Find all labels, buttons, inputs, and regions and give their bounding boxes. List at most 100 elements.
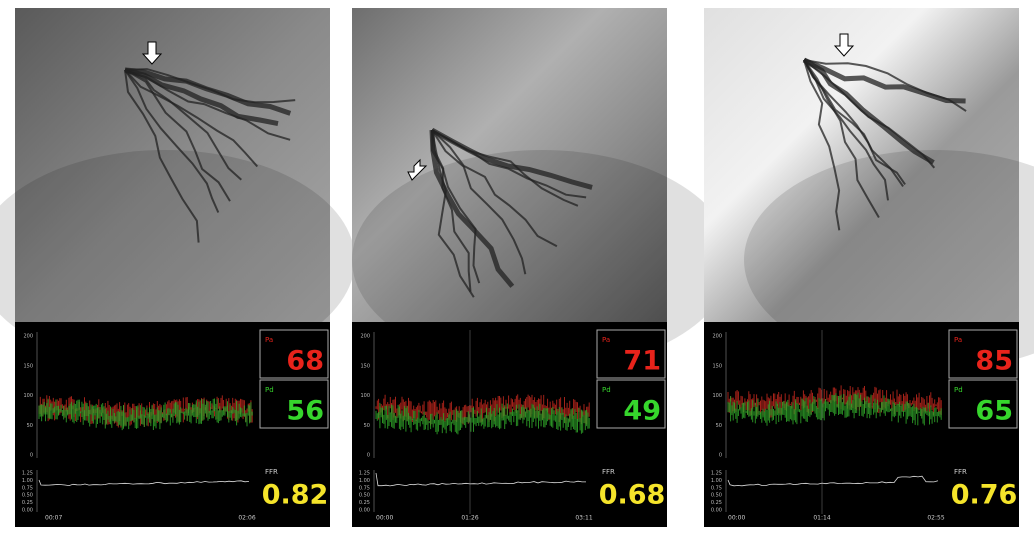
ffr-label: FFR	[954, 468, 967, 476]
vessel	[124, 68, 296, 104]
ffr-tick-label: 1.00	[359, 478, 370, 484]
monitor	[704, 322, 1019, 527]
vessel	[803, 59, 841, 231]
y-tick-label: 0	[30, 453, 33, 459]
ffr-tick-label: 0.50	[22, 493, 33, 499]
y-tick-label: 200	[23, 334, 33, 340]
pd-box	[259, 379, 329, 429]
panel: 200150100500Pa71Pd49FFR0.681.251.000.750…	[352, 8, 732, 527]
pa-label: Pa	[265, 336, 273, 344]
pd-value: 56	[286, 396, 324, 427]
ffr-tick-label: 1.00	[22, 478, 33, 484]
pa-box	[948, 329, 1018, 379]
ffr-trace	[375, 472, 586, 487]
vessel	[431, 129, 558, 248]
time-label: 01:14	[813, 515, 830, 522]
pd-label: Pd	[954, 386, 963, 394]
ffr-value: 0.82	[262, 480, 329, 511]
vessel	[803, 57, 966, 104]
pa-value: 71	[623, 346, 661, 377]
pa-value: 68	[286, 346, 324, 377]
monitor	[15, 322, 330, 527]
ffr-tick-label: 1.25	[711, 471, 722, 477]
ffr-tick-label: 1.25	[359, 471, 370, 477]
vessel	[431, 129, 472, 292]
vessel	[431, 129, 527, 275]
y-tick-label: 0	[367, 453, 370, 459]
pressure-trace	[375, 402, 590, 435]
ffr-tick-label: 0.00	[359, 508, 370, 514]
time-label: 02:06	[238, 515, 255, 522]
ffr-trace	[38, 479, 250, 487]
y-tick-label: 150	[712, 363, 722, 369]
ffr-value: 0.68	[599, 480, 666, 511]
angiogram	[15, 8, 330, 322]
ffr-tick-label: 0.25	[22, 500, 33, 506]
panel: 200 150 100 50 0 Pa 68 Pd 56 FFR 0.82 1.251.000.75 0…	[0, 8, 355, 527]
ffr-tick-label: 0.75	[711, 485, 722, 491]
pa-box	[259, 329, 329, 379]
pd-box	[948, 379, 1018, 429]
heart-shadow	[744, 150, 1034, 370]
ffr-tick-label: 0.50	[711, 493, 722, 499]
vessel	[429, 129, 515, 288]
pd-value: 49	[623, 396, 661, 427]
ffr-tick-label: 0.50	[359, 493, 370, 499]
vessel	[803, 59, 906, 185]
y-tick-label: 150	[360, 363, 370, 369]
vessel	[430, 129, 481, 284]
pa-value: 85	[975, 346, 1013, 377]
ffr-tick-label: 0.00	[711, 508, 722, 514]
ffr-tick-label: 1.25	[22, 471, 33, 477]
vessel	[803, 59, 936, 169]
angiogram	[704, 8, 1019, 322]
time-label: 02:55	[927, 515, 944, 522]
pd-box	[596, 379, 666, 429]
ffr-tick-label: 0.25	[711, 500, 722, 506]
monitor	[352, 322, 667, 527]
pressure-trace	[727, 392, 942, 426]
time-label: 00:00	[376, 515, 393, 522]
vessel	[124, 69, 259, 168]
pa-label: Pa	[602, 336, 610, 344]
pressure-trace	[38, 398, 253, 431]
y-tick-label: 100	[23, 393, 33, 399]
y-tick-label: 50	[364, 423, 370, 429]
ffr-label: FFR	[602, 468, 615, 476]
time-label: 03:11	[575, 515, 592, 522]
time-label: 00:07	[45, 515, 62, 522]
vessel	[124, 69, 220, 213]
arrow	[833, 33, 855, 57]
pa-label: Pa	[954, 336, 962, 344]
y-tick-label: 50	[27, 423, 33, 429]
pd-value: 65	[975, 396, 1013, 427]
y-tick-label: 100	[360, 393, 370, 399]
ffr-label: FFR	[265, 468, 278, 476]
heart-shadow	[352, 150, 732, 370]
y-tick-label: 200	[360, 334, 370, 340]
y-tick-label: 200	[712, 334, 722, 340]
pd-label: Pd	[602, 386, 611, 394]
ffr-trace	[727, 475, 939, 487]
vessel	[124, 69, 242, 181]
vessel	[124, 69, 291, 141]
ffr-value: 0.76	[951, 480, 1018, 511]
arrow	[407, 158, 428, 181]
arrow	[141, 41, 163, 65]
ffr-tick-label: 0.00	[22, 508, 33, 514]
ffr-tick-label: 0.75	[22, 485, 33, 491]
y-tick-label: 0	[719, 453, 722, 459]
pd-label: Pd	[265, 386, 274, 394]
y-tick-label: 150	[23, 363, 33, 369]
panel: 200 150 100 50 0 Pa 85 Pd 65 FFR 0.76 1.251.000.75 0…	[704, 8, 1034, 527]
vessel	[124, 69, 200, 243]
heart-shadow	[0, 150, 355, 370]
y-tick-label: 50	[716, 423, 722, 429]
vessel	[124, 69, 231, 202]
ffr-tick-label: 0.25	[359, 500, 370, 506]
vessel	[803, 59, 889, 201]
time-label: 01:26	[461, 515, 478, 522]
ffr-tick-label: 0.75	[359, 485, 370, 491]
time-label: 00:00	[728, 515, 745, 522]
